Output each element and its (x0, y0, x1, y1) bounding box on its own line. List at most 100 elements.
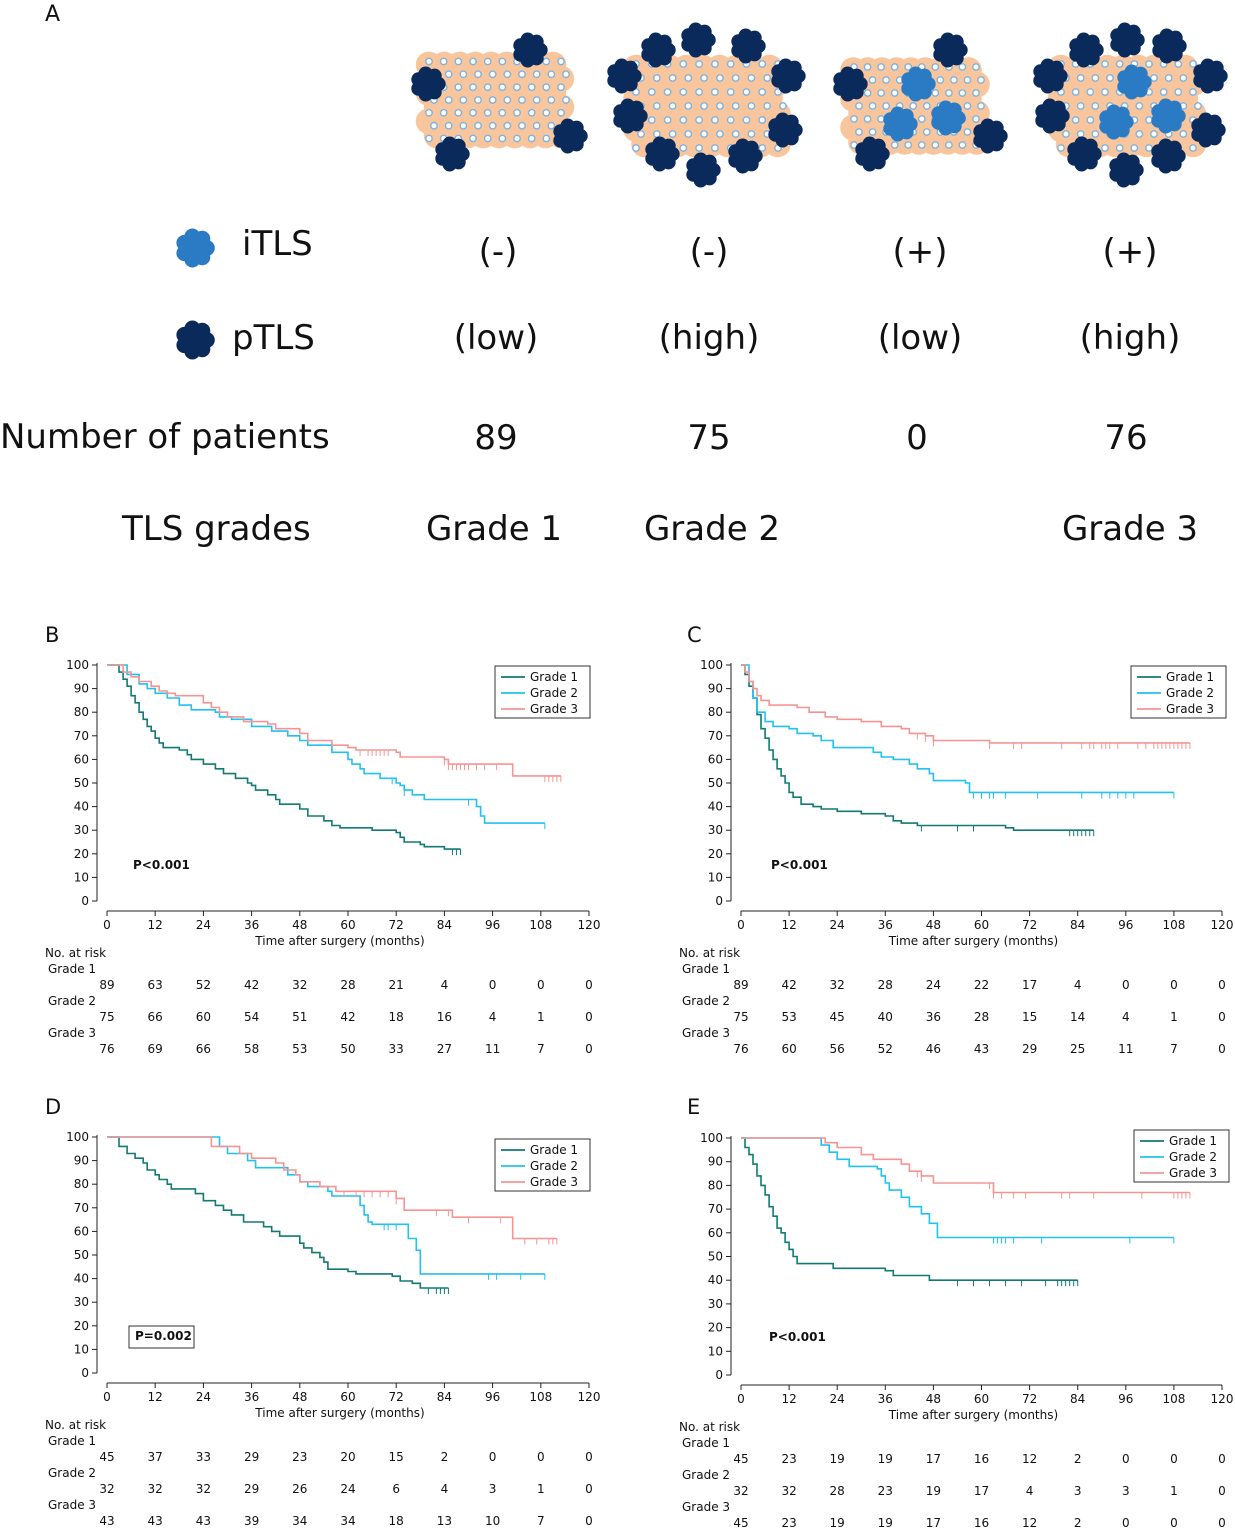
risk-count: 52 (878, 1042, 893, 1056)
ptls-cluster-icon (176, 320, 215, 360)
risk-count: 0 (1122, 978, 1130, 992)
ptls-cluster (728, 138, 763, 174)
risk-count: 13 (437, 1514, 452, 1528)
x-axis-label: Time after surgery (months) (888, 934, 1058, 948)
ptls-cluster (1191, 112, 1226, 148)
risk-count: 12 (1022, 1452, 1037, 1466)
legend-label: Grade 1 (1169, 1134, 1217, 1148)
risk-count: 76 (99, 1042, 114, 1056)
risk-count: 76 (733, 1042, 748, 1056)
y-tick-label: 40 (74, 1272, 89, 1286)
ptls-cluster (435, 136, 470, 172)
risk-count: 1 (537, 1482, 545, 1496)
x-tick-label: 24 (830, 918, 845, 932)
legend: Grade 1 Grade 2 Grade 3 (1133, 1129, 1230, 1183)
ptls-cluster (731, 28, 766, 64)
series-grade-3 (741, 664, 1191, 749)
survival-curve (741, 664, 1190, 744)
risk-count: 75 (733, 1010, 748, 1024)
risk-count: 89 (99, 978, 114, 992)
x-tick-label: 84 (437, 1390, 452, 1404)
risk-count: 0 (1218, 1042, 1226, 1056)
x-tick-label: 60 (340, 1390, 355, 1404)
risk-count: 0 (489, 1450, 497, 1464)
tumor-cells (425, 57, 570, 143)
series-grade-3 (107, 664, 562, 782)
risk-count: 3 (1074, 1484, 1082, 1498)
tumor-schematic-1 (411, 32, 588, 172)
ptls-cluster (513, 32, 548, 68)
risk-count: 0 (537, 1450, 545, 1464)
risk-table-title: No. at risk (45, 946, 106, 960)
series-grade-2 (107, 664, 546, 830)
risk-count: 46 (926, 1042, 941, 1056)
x-tick-label: 48 (926, 1392, 941, 1406)
risk-count: 17 (926, 1452, 941, 1466)
ptls-cluster (607, 58, 642, 94)
ptls-cluster (1033, 58, 1068, 94)
risk-count: 18 (389, 1514, 404, 1528)
risk-count: 19 (926, 1484, 941, 1498)
risk-group-label: Grade 2 (682, 994, 730, 1008)
risk-count: 37 (148, 1450, 163, 1464)
risk-table-title: No. at risk (45, 1418, 106, 1432)
risk-count: 4 (1074, 978, 1082, 992)
legend-label: Grade 3 (1166, 702, 1214, 716)
ptls-cluster (553, 118, 588, 154)
ptls-legend-icon (170, 318, 220, 366)
risk-count: 16 (974, 1452, 989, 1466)
risk-group-label: Grade 1 (682, 962, 730, 976)
legend-label: Grade 2 (1166, 686, 1214, 700)
risk-table-title: No. at risk (679, 1420, 740, 1434)
risk-count: 0 (1122, 1452, 1130, 1466)
risk-count: 0 (585, 1514, 593, 1528)
risk-count: 0 (1218, 1010, 1226, 1024)
x-axis-label: Time after surgery (months) (254, 934, 424, 948)
risk-count: 1 (537, 1010, 545, 1024)
tumor-schematic-2 (607, 22, 806, 188)
ptls-cluster (411, 66, 446, 102)
ptls-cluster (1067, 136, 1102, 172)
risk-count: 16 (974, 1516, 989, 1530)
legend-label: Grade 3 (530, 702, 578, 716)
itls-cluster (1099, 104, 1134, 140)
panel-letter: C (687, 623, 702, 647)
ptls-cluster (1152, 28, 1187, 64)
x-axis-label: Time after surgery (months) (888, 1408, 1058, 1422)
y-tick-label: 20 (708, 1321, 723, 1335)
y-tick-label: 60 (708, 752, 723, 766)
risk-count: 43 (196, 1514, 211, 1528)
group4-patients: 76 (1104, 418, 1148, 458)
tls-illustrations (411, 22, 1228, 188)
survival-curve (741, 664, 1094, 831)
itls-legend-label: iTLS (242, 224, 313, 264)
y-tick-label: 10 (708, 1344, 723, 1358)
risk-count: 32 (292, 978, 307, 992)
risk-count: 29 (244, 1450, 259, 1464)
x-axis-label: Time after surgery (months) (254, 1406, 424, 1420)
x-tick-label: 72 (1022, 918, 1037, 932)
risk-count: 58 (244, 1042, 259, 1056)
risk-count: 11 (485, 1042, 500, 1056)
y-tick-label: 50 (74, 776, 89, 790)
y-tick-label: 40 (708, 800, 723, 814)
y-tick-label: 50 (708, 1250, 723, 1264)
x-tick-label: 0 (737, 918, 745, 932)
tumor-schematic-4 (1033, 22, 1228, 188)
risk-count: 27 (437, 1042, 452, 1056)
y-tick-label: 90 (74, 1154, 89, 1168)
risk-count: 2 (441, 1450, 449, 1464)
group4-ptls: (high) (1079, 318, 1181, 358)
risk-count: 0 (489, 978, 497, 992)
y-tick-label: 40 (74, 800, 89, 814)
ptls-cluster (973, 118, 1008, 154)
risk-count: 53 (781, 1010, 796, 1024)
group4-grade: Grade 3 (1061, 509, 1199, 549)
ptls-cluster (681, 22, 716, 58)
ptls-cluster (613, 98, 648, 134)
survival-curve (107, 1136, 449, 1289)
